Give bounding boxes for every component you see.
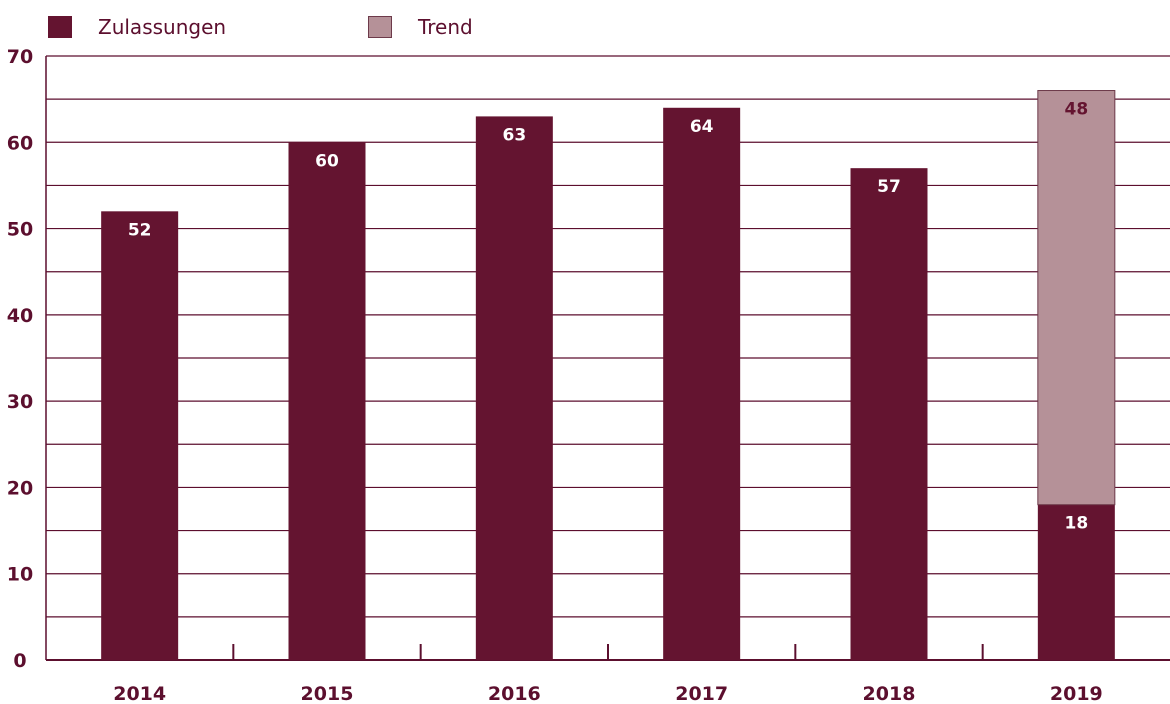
data-label: 57 [877,177,901,197]
y-tick-label: 40 [7,305,33,327]
y-tick-label: 60 [7,132,33,154]
y-tick-label: 50 [7,219,33,241]
y-tick-label: 30 [7,391,33,413]
data-label: 60 [315,151,339,171]
bar-zulassungen-2018 [851,168,928,660]
y-tick-label: 20 [7,477,33,499]
bar-zulassungen-2015 [289,142,366,660]
x-tick-label: 2015 [301,683,354,704]
data-label: 48 [1064,100,1088,120]
x-tick-label: 2019 [1050,683,1103,704]
bar-zulassungen-2014 [101,211,178,660]
y-tick-label: 70 [7,46,33,68]
data-label: 63 [502,125,526,145]
y-tick-label: 10 [7,564,33,586]
data-label: 52 [128,220,152,240]
y-tick-label: 0 [13,650,26,672]
data-label: 18 [1064,514,1088,534]
x-tick-label: 2018 [863,683,916,704]
bar-zulassungen-2016 [476,116,553,660]
data-label: 64 [690,117,714,137]
x-tick-label: 2017 [675,683,728,704]
x-tick-label: 2016 [488,683,541,704]
bar-trend-2019 [1038,91,1115,505]
bar-zulassungen-2017 [663,108,740,660]
x-tick-label: 2014 [113,683,166,704]
